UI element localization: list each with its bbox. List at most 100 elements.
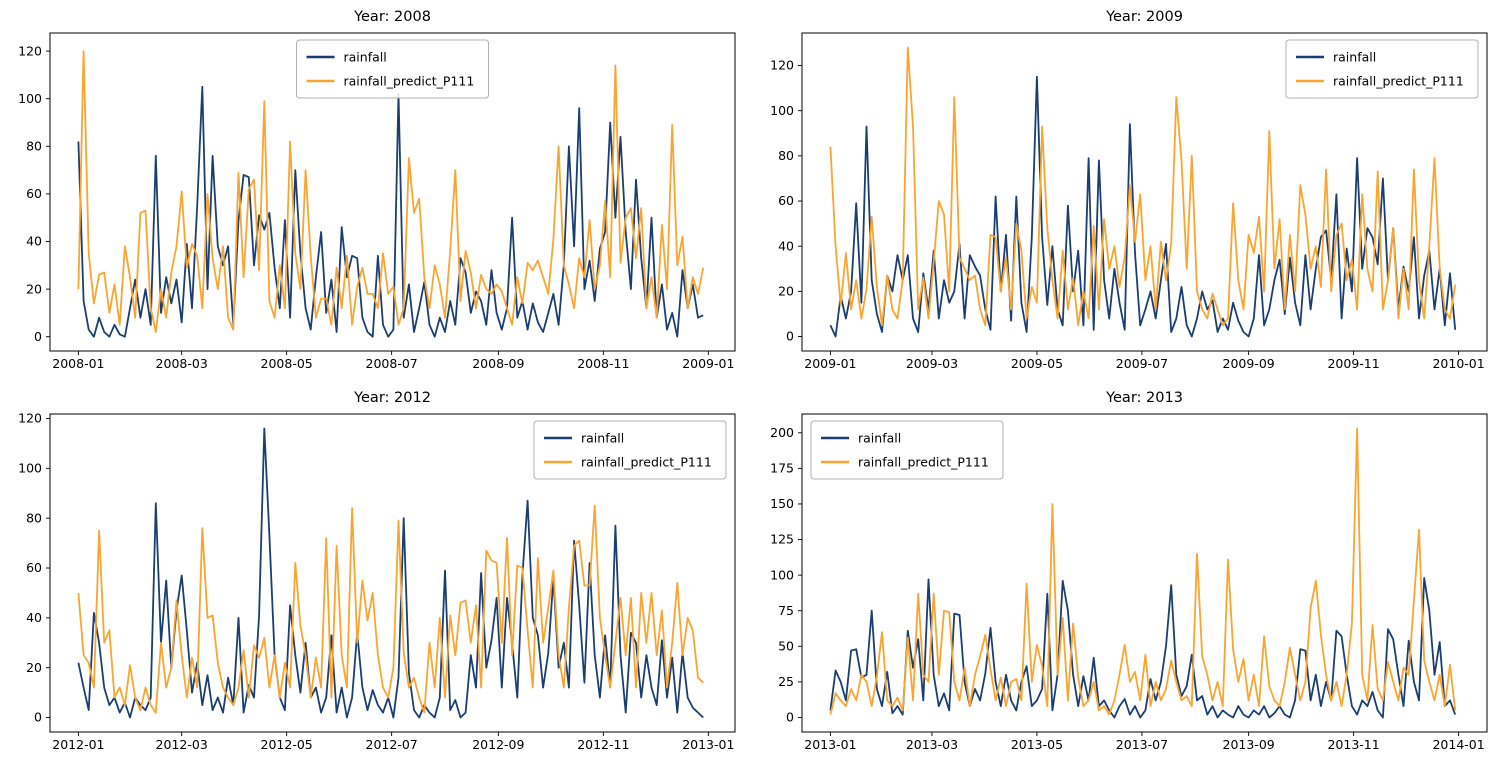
series-line-rainfall_predict_P111: [829, 427, 1457, 716]
svg-text:20: 20: [778, 284, 794, 299]
svg-text:2009-01: 2009-01: [804, 356, 856, 371]
svg-text:25: 25: [778, 674, 794, 689]
svg-text:100: 100: [770, 567, 794, 582]
legend-label: rainfall: [344, 50, 387, 65]
series-line-rainfall: [77, 427, 704, 719]
svg-text:2013-01: 2013-01: [682, 737, 734, 752]
svg-text:2013-09: 2013-09: [1223, 737, 1275, 752]
svg-text:2012-03: 2012-03: [156, 737, 208, 752]
legend-label: rainfall: [858, 431, 901, 446]
legend-label: rainfall_predict_P111: [581, 455, 712, 470]
series-line-rainfall: [77, 85, 704, 338]
svg-text:2009-07: 2009-07: [1116, 356, 1168, 371]
x-axis-ticks: 2009-01 2009-03 2009-05 2009-07 2009-09 2009-…: [804, 351, 1485, 371]
series-line-rainfall_predict_P111: [829, 46, 1457, 327]
legend-label: rainfall_predict_P111: [344, 74, 475, 89]
chart-title: Year: 2008: [353, 9, 431, 25]
svg-text:175: 175: [770, 461, 794, 476]
svg-text:125: 125: [770, 532, 794, 547]
svg-text:2014-01: 2014-01: [1432, 737, 1484, 752]
plot-frame: [801, 413, 1488, 733]
legend: rainfall rainfall_predict_P111: [533, 420, 727, 480]
svg-text:0: 0: [34, 710, 42, 725]
subplot-year-2012: Year: 2012 2012-01 2012-03 2012-05 2012-07 20…: [0, 381, 752, 762]
svg-text:50: 50: [778, 639, 794, 654]
series-line-rainfall_predict_P111: [77, 50, 705, 333]
svg-text:40: 40: [778, 238, 794, 253]
subplot-year-2008: Year: 2008 2008-01 2008-03 2008-05 2008-07 20…: [0, 0, 752, 381]
svg-text:2008-01: 2008-01: [52, 356, 104, 371]
svg-text:40: 40: [26, 610, 42, 625]
svg-text:2009-05: 2009-05: [1011, 356, 1063, 371]
legend: rainfall rainfall_predict_P111: [1285, 39, 1479, 99]
svg-text:2013-11: 2013-11: [1327, 737, 1379, 752]
svg-text:2008-05: 2008-05: [261, 356, 313, 371]
plot-frame: [801, 32, 1488, 352]
svg-text:2009-09: 2009-09: [1223, 356, 1275, 371]
svg-text:150: 150: [770, 496, 794, 511]
series-line-rainfall_predict_P111: [77, 504, 704, 714]
legend-label: rainfall: [1333, 50, 1376, 65]
x-axis-ticks: 2008-01 2008-03 2008-05 2008-07 2008-09 2008-…: [52, 351, 734, 371]
svg-text:0: 0: [786, 329, 794, 344]
svg-text:60: 60: [26, 560, 42, 575]
y-axis-ticks: 0 20 40 60 80 100 120: [770, 58, 802, 344]
svg-text:0: 0: [786, 710, 794, 725]
svg-text:2013-01: 2013-01: [804, 737, 856, 752]
svg-text:20: 20: [26, 281, 42, 296]
svg-text:2009-01: 2009-01: [682, 356, 734, 371]
chart-title: Year: 2012: [353, 390, 431, 406]
svg-text:2012-05: 2012-05: [261, 737, 313, 752]
x-axis-ticks: 2012-01 2012-03 2012-05 2012-07 2012-09 2012-…: [52, 732, 734, 752]
y-axis-ticks: 0 20 40 60 80 100 120: [18, 411, 50, 725]
svg-text:80: 80: [26, 138, 42, 153]
svg-text:120: 120: [18, 411, 42, 426]
svg-text:2012-11: 2012-11: [577, 737, 629, 752]
svg-text:120: 120: [18, 43, 42, 58]
y-axis-ticks: 0 20 40 60 80 100 120: [18, 43, 50, 344]
svg-text:120: 120: [770, 58, 794, 73]
chart-title: Year: 2013: [1105, 390, 1183, 406]
svg-text:2010-01: 2010-01: [1432, 356, 1484, 371]
svg-text:100: 100: [18, 91, 42, 106]
svg-text:2009-03: 2009-03: [906, 356, 958, 371]
legend: rainfall rainfall_predict_P111: [296, 39, 489, 99]
svg-text:75: 75: [778, 603, 794, 618]
plot-frame: [49, 32, 736, 352]
svg-text:2012-01: 2012-01: [52, 737, 104, 752]
svg-text:2008-09: 2008-09: [472, 356, 524, 371]
svg-text:2008-11: 2008-11: [577, 356, 629, 371]
x-axis-ticks: 2013-01 2013-03 2013-05 2013-07 2013-09 2013-…: [804, 732, 1485, 752]
svg-text:200: 200: [770, 425, 794, 440]
y-axis-ticks: 0 25 50 75 100 125 150 175 200: [770, 425, 802, 725]
subplot-year-2013: Year: 2013 2013-01 2013-03 2013-05 2013-07 20…: [752, 381, 1504, 762]
legend-label: rainfall: [581, 431, 624, 446]
svg-text:100: 100: [770, 103, 794, 118]
svg-text:0: 0: [34, 329, 42, 344]
plot-frame: [49, 413, 736, 733]
svg-text:40: 40: [26, 234, 42, 249]
legend: rainfall rainfall_predict_P111: [810, 420, 1004, 480]
chart-title: Year: 2009: [1105, 9, 1183, 25]
svg-text:2013-03: 2013-03: [906, 737, 958, 752]
series-line-rainfall: [829, 577, 1457, 719]
svg-text:20: 20: [26, 660, 42, 675]
svg-text:80: 80: [26, 510, 42, 525]
svg-text:2012-09: 2012-09: [472, 737, 524, 752]
svg-text:2013-07: 2013-07: [1116, 737, 1168, 752]
svg-text:100: 100: [18, 461, 42, 476]
legend-label: rainfall_predict_P111: [858, 455, 989, 470]
svg-text:2012-07: 2012-07: [366, 737, 418, 752]
svg-text:2013-05: 2013-05: [1011, 737, 1063, 752]
svg-text:2009-11: 2009-11: [1327, 356, 1379, 371]
svg-text:60: 60: [26, 186, 42, 201]
svg-text:60: 60: [778, 193, 794, 208]
svg-text:2008-07: 2008-07: [366, 356, 418, 371]
legend-label: rainfall_predict_P111: [1333, 74, 1464, 89]
svg-text:2008-03: 2008-03: [156, 356, 208, 371]
